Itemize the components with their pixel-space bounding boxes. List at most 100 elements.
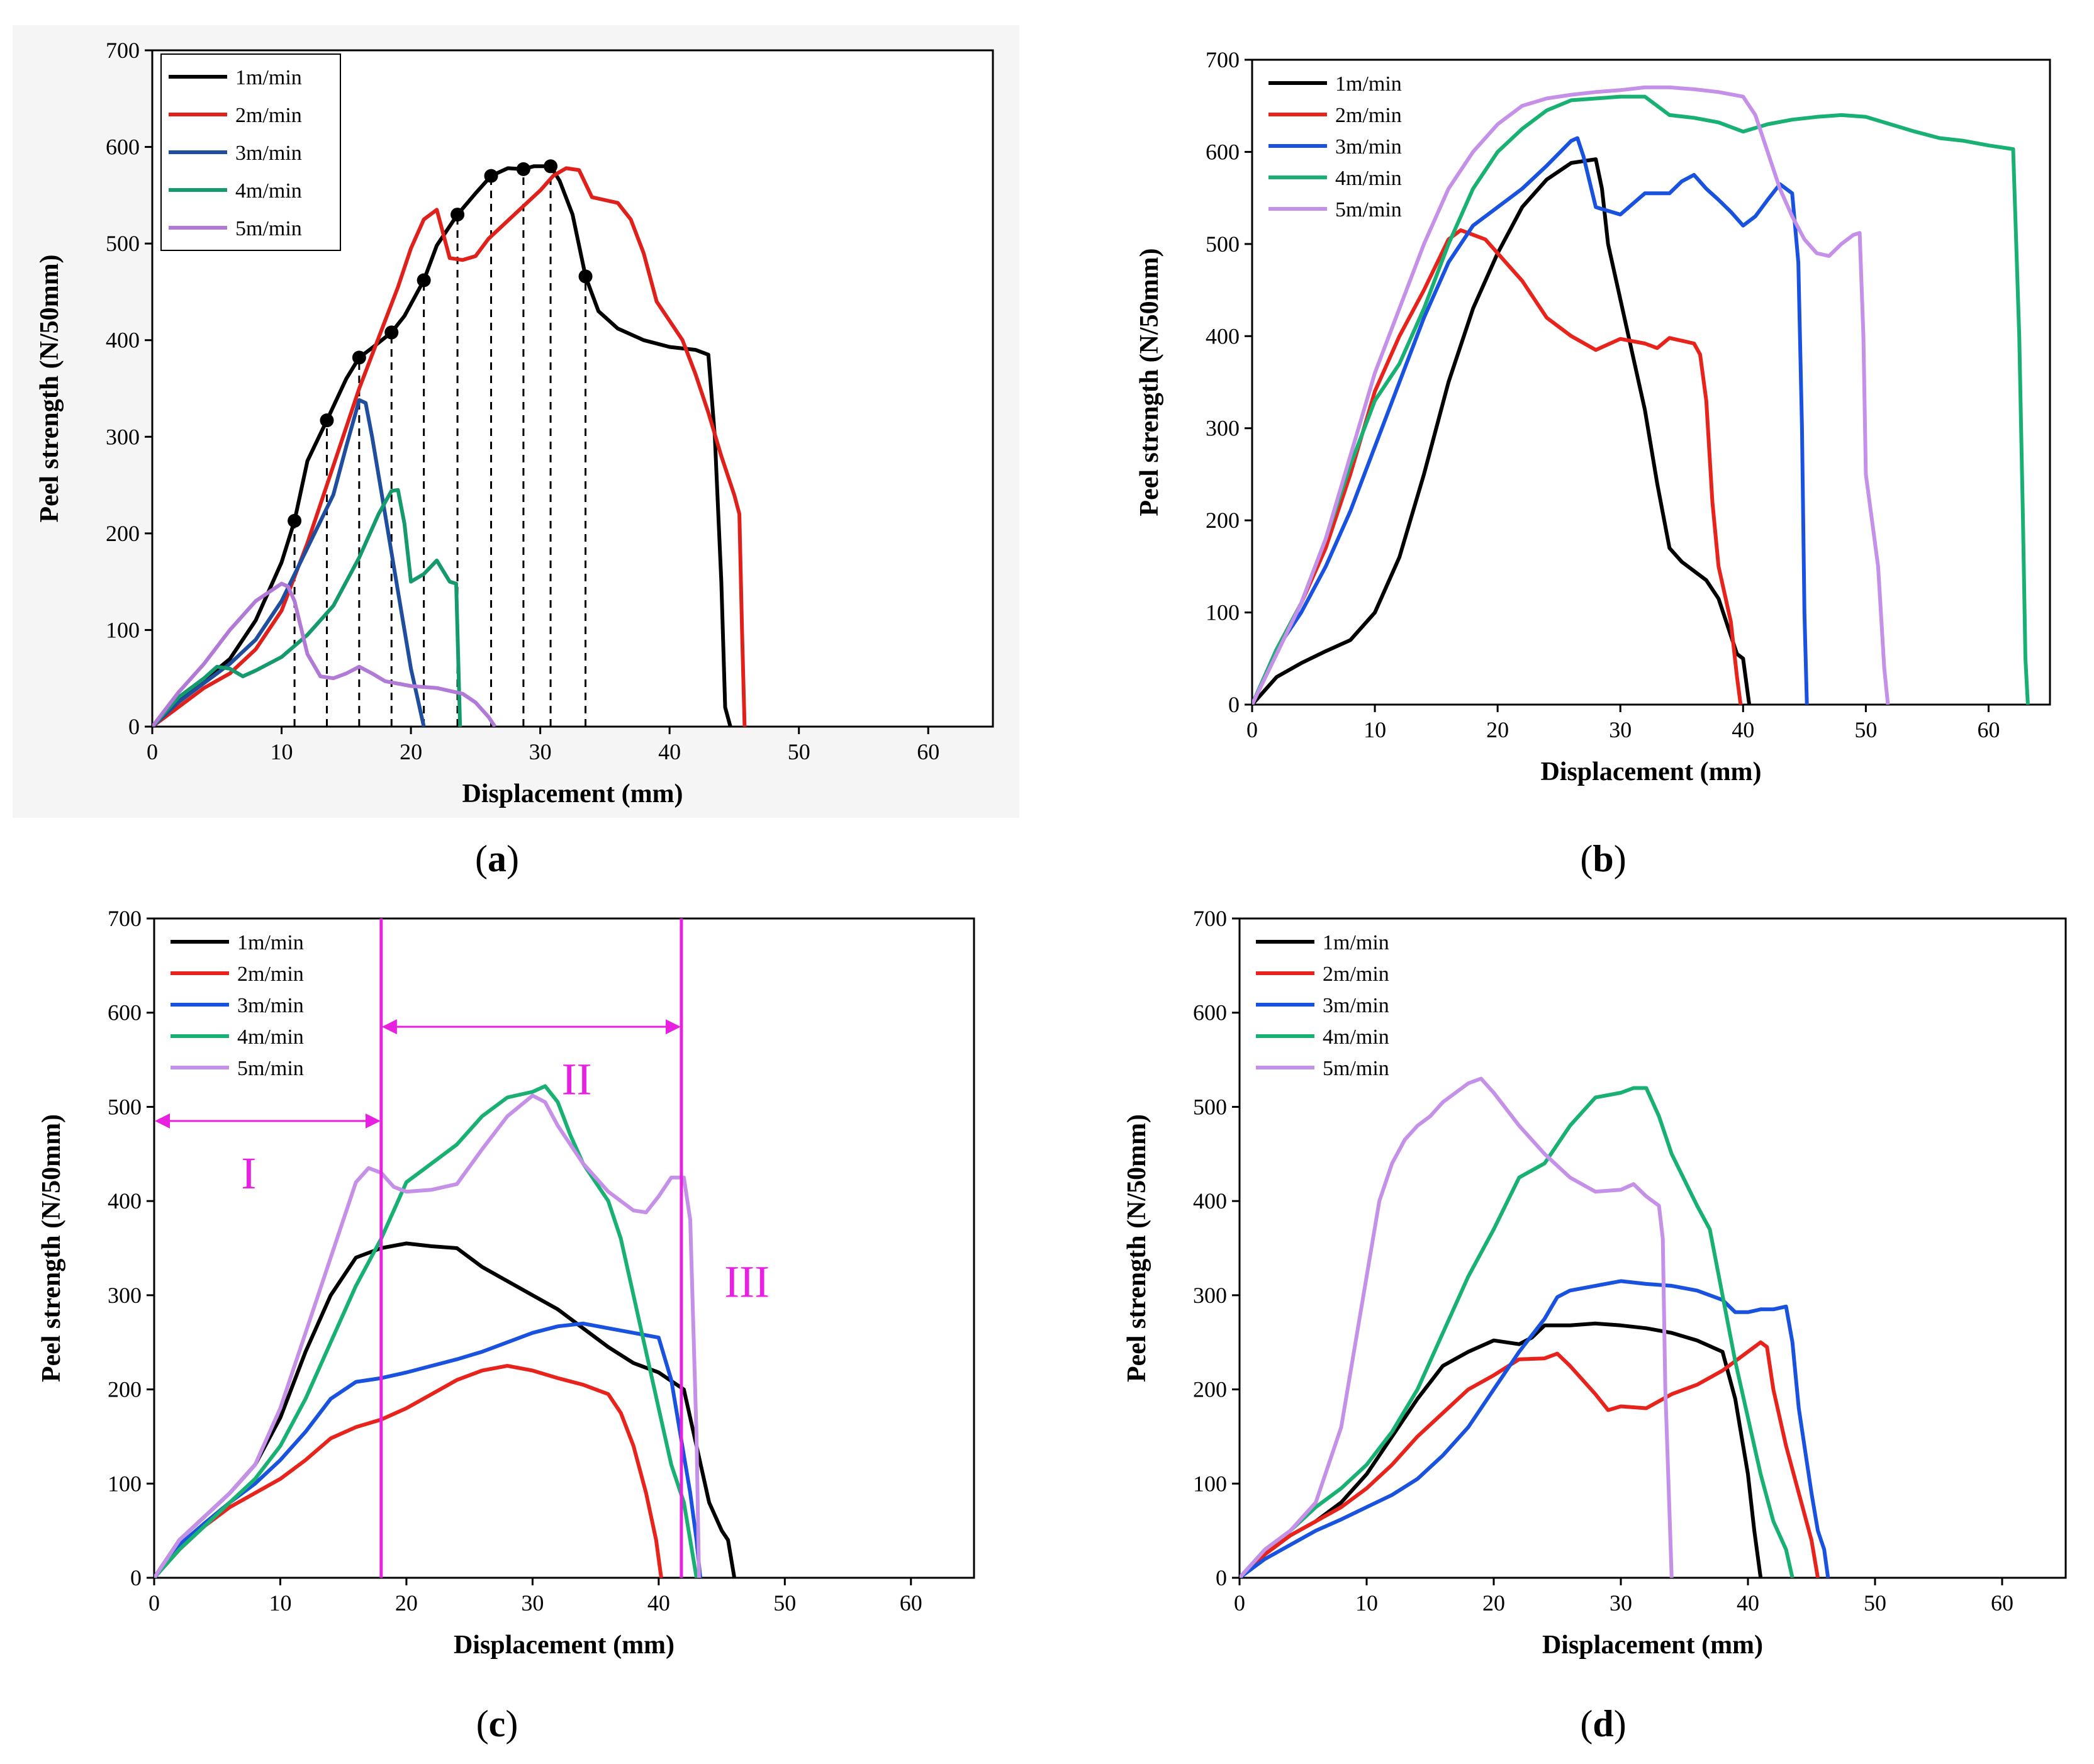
y-tick-label: 500	[1193, 1094, 1227, 1119]
legend-label: 5m/min	[235, 217, 302, 240]
y-tick-label: 600	[1193, 1000, 1227, 1025]
y-tick-label: 200	[1193, 1377, 1227, 1402]
panel-label-c: (c)	[476, 1703, 518, 1744]
x-tick-label: 10	[1355, 1590, 1378, 1616]
legend-label: 3m/min	[235, 142, 302, 165]
chart-panel-a: 0 10 20 30 40 50 600100200300400500600700Displ…	[35, 38, 994, 879]
series-line-5m/min	[152, 581, 497, 727]
legend-label: 2m/min	[1323, 963, 1389, 986]
y-tick-label: 500	[1206, 232, 1240, 257]
series-group	[1240, 1076, 1830, 1578]
x-tick-label: 20	[395, 1590, 418, 1616]
x-tick-label: 0	[1234, 1590, 1245, 1616]
series-line-4m/min	[154, 1084, 698, 1578]
x-tick-label: 0	[147, 739, 158, 764]
x-tick-label: 40	[1737, 1590, 1759, 1616]
y-tick-label: 100	[108, 1471, 142, 1496]
y-tick-label: 400	[1193, 1188, 1227, 1214]
series-marker	[451, 208, 465, 222]
y-axis-title: Peel strength (N/50mm)	[35, 254, 64, 522]
series-line-2m/min	[1240, 1340, 1820, 1578]
x-tick-label: 50	[1864, 1590, 1886, 1616]
y-tick-label: 200	[1206, 508, 1240, 533]
legend-label: 3m/min	[1323, 994, 1389, 1017]
legend-label: 2m/min	[235, 104, 302, 127]
y-tick-label: 700	[1206, 47, 1240, 72]
legend-label: 1m/min	[1323, 931, 1389, 954]
x-axis-title: Displacement (mm)	[1540, 757, 1761, 786]
legend-label: 4m/min	[237, 1025, 304, 1049]
series-marker	[516, 162, 530, 176]
y-tick-label: 300	[1193, 1283, 1227, 1308]
x-axis-title: Displacement (mm)	[1542, 1631, 1763, 1660]
region-label-II: II	[562, 1054, 592, 1105]
x-tick-label: 30	[521, 1590, 544, 1616]
y-tick-label: 0	[1216, 1565, 1227, 1590]
series-group	[1252, 85, 2030, 705]
x-tick-label: 60	[917, 739, 939, 764]
series-marker	[484, 169, 498, 183]
legend-label: 2m/min	[1335, 104, 1402, 127]
legend-label: 3m/min	[1335, 135, 1402, 159]
y-tick-label: 700	[106, 38, 140, 63]
series-marker	[417, 273, 431, 287]
y-axis-title: Peel strength (N/50mm)	[1123, 1114, 1151, 1382]
x-tick-label: 60	[1977, 717, 2000, 742]
series-line-5m/min	[154, 1093, 701, 1578]
x-tick-label: 50	[788, 739, 810, 764]
series-marker	[288, 513, 302, 528]
y-tick-label: 200	[106, 521, 140, 546]
series-line-2m/min	[152, 166, 747, 727]
region-label-III: III	[724, 1256, 770, 1307]
x-tick-label: 50	[773, 1590, 796, 1616]
y-axis-title: Peel strength (N/50mm)	[1135, 248, 1164, 516]
series-marker	[384, 325, 399, 340]
x-tick-label: 40	[1732, 717, 1754, 742]
x-tick-label: 50	[1854, 717, 1877, 742]
legend-label: 4m/min	[1323, 1025, 1389, 1049]
series-line-5m/min	[1240, 1076, 1674, 1578]
series-marker	[544, 159, 558, 174]
x-tick-label: 10	[269, 1590, 291, 1616]
series-line-3m/min	[152, 398, 426, 727]
legend-label: 1m/min	[237, 931, 304, 954]
y-tick-label: 200	[108, 1377, 142, 1402]
series-group	[152, 164, 747, 727]
y-tick-label: 0	[130, 1565, 142, 1590]
chart-panel-b: 0 10 20 30 40 50 600100200300400500600700Displ…	[1135, 47, 2051, 879]
y-tick-label: 400	[1206, 323, 1240, 349]
y-tick-label: 600	[1206, 139, 1240, 164]
y-tick-label: 600	[108, 1000, 142, 1025]
legend-label: 1m/min	[1335, 72, 1402, 96]
x-tick-label: 0	[1246, 717, 1258, 742]
y-tick-label: 300	[1206, 416, 1240, 441]
x-tick-label: 20	[1486, 717, 1509, 742]
legend-label: 2m/min	[237, 963, 304, 986]
y-tick-label: 700	[1193, 906, 1227, 931]
legend-label: 4m/min	[235, 179, 302, 203]
panel-label-b: (b)	[1580, 838, 1626, 879]
y-tick-label: 100	[106, 617, 140, 642]
y-tick-label: 700	[108, 906, 142, 931]
x-axis-title: Displacement (mm)	[454, 1631, 675, 1660]
x-tick-label: 0	[148, 1590, 160, 1616]
series-line-5m/min	[1252, 85, 1890, 705]
x-tick-label: 20	[400, 739, 422, 764]
series-line-1m/min	[152, 164, 732, 727]
y-axis-title: Peel strength (N/50mm)	[37, 1114, 66, 1382]
x-tick-label: 40	[647, 1590, 670, 1616]
legend-label: 5m/min	[1323, 1057, 1389, 1080]
series-line-1m/min	[1252, 157, 1752, 705]
y-tick-label: 300	[108, 1283, 142, 1308]
region-label-I: I	[241, 1148, 256, 1198]
x-tick-label: 30	[1609, 717, 1632, 742]
y-tick-label: 100	[1206, 600, 1240, 625]
legend-label: 3m/min	[237, 994, 304, 1017]
x-tick-label: 30	[529, 739, 552, 764]
panel-label-a: (a)	[475, 838, 519, 879]
x-tick-label: 10	[1363, 717, 1386, 742]
x-axis-title: Displacement (mm)	[462, 779, 683, 808]
series-line-2m/min	[154, 1364, 663, 1578]
x-tick-label: 60	[1991, 1590, 2013, 1616]
